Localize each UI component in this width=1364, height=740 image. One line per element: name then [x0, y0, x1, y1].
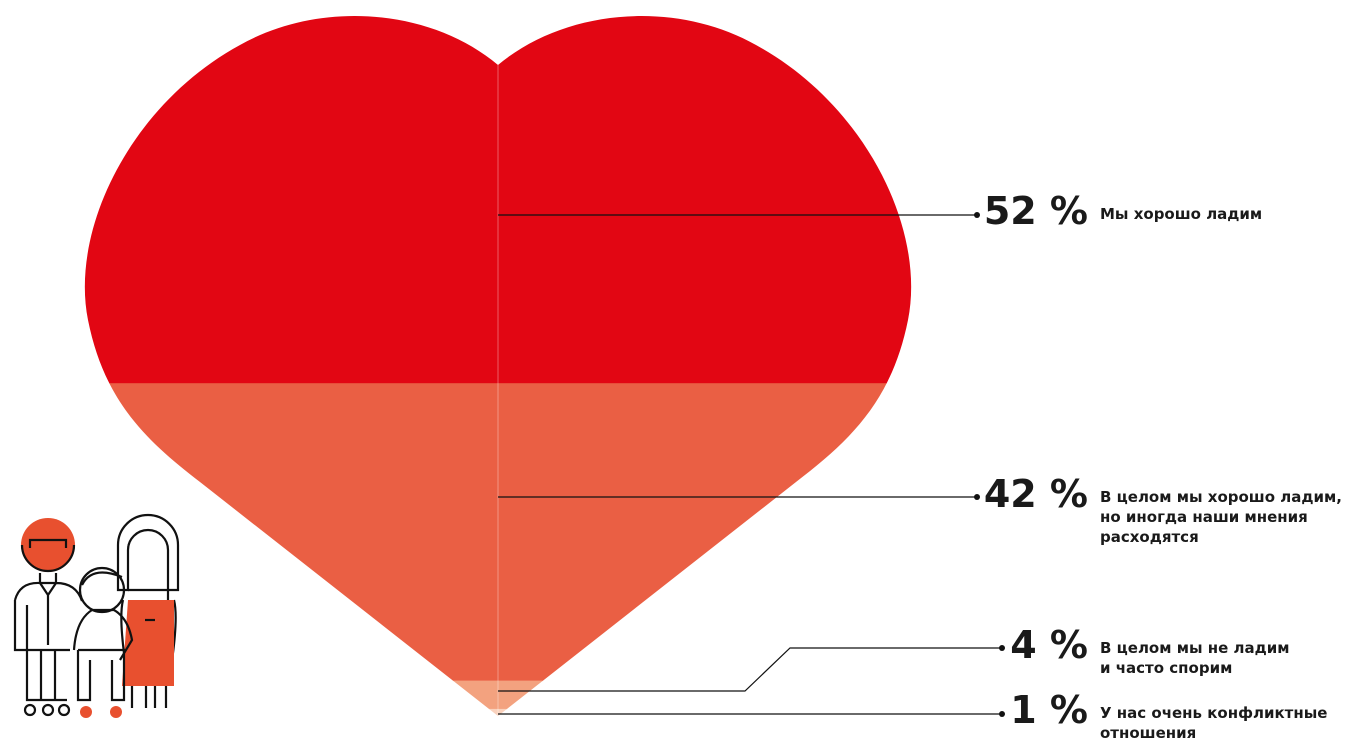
- percent-label: 42 %: [984, 472, 1088, 516]
- category-line: расходятся: [1100, 528, 1199, 546]
- leader-dot: [974, 212, 980, 218]
- leader-line: [498, 647, 1002, 692]
- leader-dot: [999, 711, 1005, 717]
- category-label: В целом мы не ладим и часто спорим: [1100, 639, 1290, 677]
- category-line: но иногда наши мнения: [1100, 508, 1308, 526]
- heart-band: [84, 708, 912, 716]
- category-label: Мы хорошо ладим: [1100, 205, 1262, 223]
- category-line: В целом мы хорошо ладим,: [1100, 488, 1342, 506]
- category-line: и часто спорим: [1100, 659, 1232, 677]
- category-line: Мы хорошо ладим: [1100, 205, 1262, 223]
- category-line: В целом мы не ладим: [1100, 639, 1290, 657]
- percent-label: 52 %: [984, 189, 1088, 233]
- heart-band: [84, 16, 912, 384]
- leader-dot: [974, 494, 980, 500]
- leader-dot: [999, 645, 1005, 651]
- category-label: В целом мы хорошо ладим, но иногда наши м…: [1100, 488, 1342, 546]
- category-label: У нас очень конфликтные отношения: [1100, 704, 1327, 740]
- percent-label: 4 %: [1010, 623, 1088, 667]
- category-line: отношения: [1100, 724, 1196, 740]
- percent-label: 1 %: [1010, 688, 1088, 732]
- category-line: У нас очень конфликтные: [1100, 704, 1327, 722]
- family-icon: [13, 513, 180, 718]
